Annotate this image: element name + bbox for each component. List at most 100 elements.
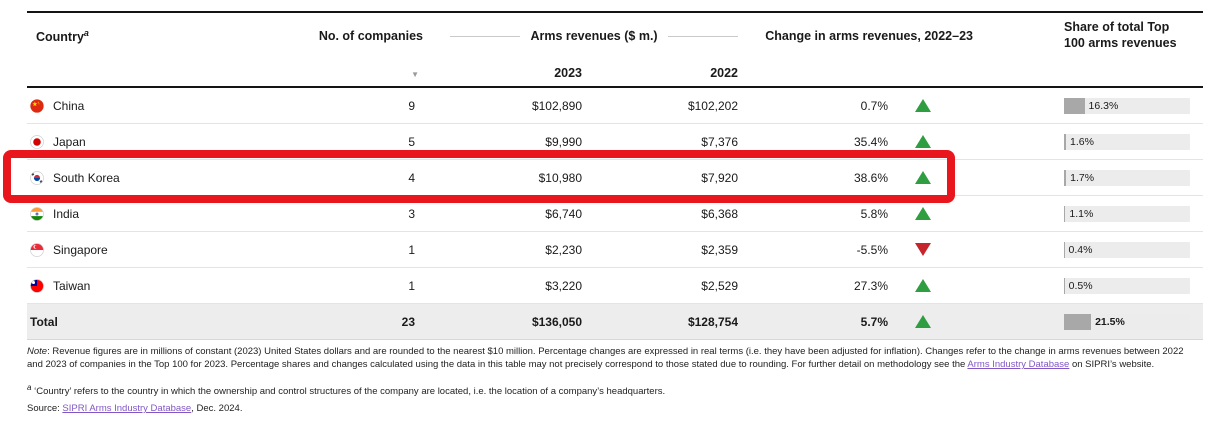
revenue-2023: $2,230	[545, 242, 582, 257]
trend-cell	[888, 315, 958, 328]
table-header-row-1: Countrya No. of companies Arms revenues …	[27, 13, 1203, 59]
trend-cell	[888, 99, 958, 112]
change-percent: -5.5%	[856, 242, 888, 257]
flag-china-icon	[30, 98, 44, 113]
down-arrow-icon	[915, 243, 931, 256]
up-arrow-icon	[915, 99, 931, 112]
arms-revenues-header-label: Arms revenues ($ m.)	[530, 29, 658, 43]
change-percent: 5.7%	[860, 314, 888, 329]
companies-count: 23	[401, 314, 415, 329]
share-bar-fill	[1064, 205, 1066, 222]
share-header-line1: Share of total Top	[1064, 20, 1170, 35]
companies-count: 9	[408, 98, 415, 113]
table-row: India 3 $6,740 $6,368 5.8% 1.1%	[27, 195, 1203, 231]
country-name: China	[53, 98, 85, 113]
change-percent: 35.4%	[853, 134, 888, 149]
share-bar: 0.5%	[1064, 277, 1190, 294]
share-cell: 21.5%	[958, 313, 1203, 330]
share-percent: 1.6%	[1070, 135, 1094, 148]
sort-control-cell: ▼	[307, 66, 423, 80]
up-arrow-icon	[915, 315, 931, 328]
column-header-country: Countrya	[27, 28, 307, 44]
arms-industry-database-link[interactable]: Arms Industry Database	[967, 359, 1070, 371]
change-percent: 27.3%	[853, 278, 888, 293]
table-row-highlighted: South Korea 4 $10,980 $7,920 38.6% 1.7%	[27, 159, 1203, 195]
companies-count: 4	[408, 170, 415, 185]
sipri-database-link[interactable]: SIPRI Arms Industry Database	[62, 403, 192, 414]
share-cell: 0.5%	[958, 277, 1203, 294]
share-header-line2: 100 arms revenues	[1064, 36, 1177, 50]
table-header-row-2: ▼ 2023 2022	[27, 59, 1203, 88]
table-row: Singapore 1 $2,230 $2,359 -5.5% 0.4%	[27, 231, 1203, 267]
header-rule-left	[450, 35, 521, 37]
share-bar: 0.4%	[1064, 241, 1190, 258]
table-note: Note: Revenue figures are in millions of…	[27, 345, 1193, 372]
source-line: Source: SIPRI Arms Industry Database, De…	[27, 403, 1193, 414]
share-bar: 1.7%	[1064, 169, 1190, 186]
table-row: Taiwan 1 $3,220 $2,529 27.3% 0.5%	[27, 267, 1203, 303]
column-header-2023: 2023	[554, 65, 582, 80]
share-bar-fill	[1064, 277, 1065, 294]
table-row: Japan 5 $9,990 $7,376 35.4% 1.6%	[27, 123, 1203, 159]
share-bar: 16.3%	[1064, 97, 1190, 114]
revenue-2022: $128,754	[687, 314, 738, 329]
flag-south-korea-icon	[30, 170, 44, 185]
country-cell: India	[27, 207, 307, 221]
share-bar: 1.1%	[1064, 205, 1190, 222]
flag-taiwan-icon	[30, 278, 44, 293]
flag-japan-icon	[30, 134, 44, 149]
country-header-label: Country	[36, 30, 84, 45]
column-header-companies: No. of companies	[318, 29, 423, 43]
revenue-2023: $10,980	[538, 170, 582, 185]
revenue-2023: $3,220	[545, 278, 582, 293]
trend-cell	[888, 171, 958, 184]
companies-count: 5	[408, 134, 415, 149]
share-bar-fill	[1064, 133, 1067, 150]
flag-india-icon	[30, 206, 44, 221]
share-percent: 0.4%	[1068, 243, 1093, 256]
revenue-2022: $2,359	[701, 242, 738, 257]
revenue-2023: $102,890	[531, 98, 582, 113]
revenue-2023: $9,990	[545, 134, 582, 149]
column-header-2022: 2022	[710, 65, 738, 80]
footnote-text: ‘Country’ refers to the country in which…	[31, 386, 666, 398]
share-bar-fill	[1064, 169, 1067, 186]
share-cell: 16.3%	[958, 97, 1203, 114]
share-bar-fill	[1064, 97, 1085, 114]
country-name: South Korea	[53, 170, 120, 185]
up-arrow-icon	[915, 279, 931, 292]
country-name: Total	[30, 314, 58, 329]
companies-count: 1	[408, 278, 415, 293]
up-arrow-icon	[915, 171, 931, 184]
table-footnote-a: a ‘Country’ refers to the country in whi…	[27, 383, 1193, 397]
share-cell: 1.1%	[958, 205, 1203, 222]
column-header-share: Share of total Top 100 arms revenues	[958, 20, 1203, 51]
note-text-1: : Revenue figures are in millions of con…	[27, 346, 1184, 371]
share-cell: 1.7%	[958, 169, 1203, 186]
share-cell: 1.6%	[958, 133, 1203, 150]
share-bar: 21.5%	[1064, 313, 1190, 330]
footnote-marker: a	[27, 383, 32, 392]
change-percent: 38.6%	[853, 170, 888, 185]
table-row: China 9 $102,890 $102,202 0.7% 16.3%	[27, 88, 1203, 123]
companies-count: 3	[408, 206, 415, 221]
country-name: Taiwan	[53, 278, 91, 293]
share-bar: 1.6%	[1064, 133, 1190, 150]
share-percent: 0.5%	[1068, 279, 1093, 292]
header-rule-right	[667, 35, 739, 37]
flag-singapore-icon	[30, 242, 44, 257]
revenue-2023: $6,740	[545, 206, 582, 221]
revenue-2022: $6,368	[701, 206, 738, 221]
country-name: India	[53, 206, 80, 221]
country-cell: China	[27, 99, 307, 113]
sort-descending-icon[interactable]: ▼	[411, 69, 419, 79]
up-arrow-icon	[915, 207, 931, 220]
table-total-row: Total 23 $136,050 $128,754 5.7% 21.5%	[27, 303, 1203, 340]
revenue-2023: $136,050	[531, 314, 582, 329]
up-arrow-icon	[915, 135, 931, 148]
column-header-change: Change in arms revenues, 2022–23	[765, 29, 973, 43]
table-body: China 9 $102,890 $102,202 0.7% 16.3% Jap…	[27, 88, 1203, 340]
country-cell: Japan	[27, 135, 307, 149]
share-percent: 21.5%	[1095, 315, 1125, 328]
